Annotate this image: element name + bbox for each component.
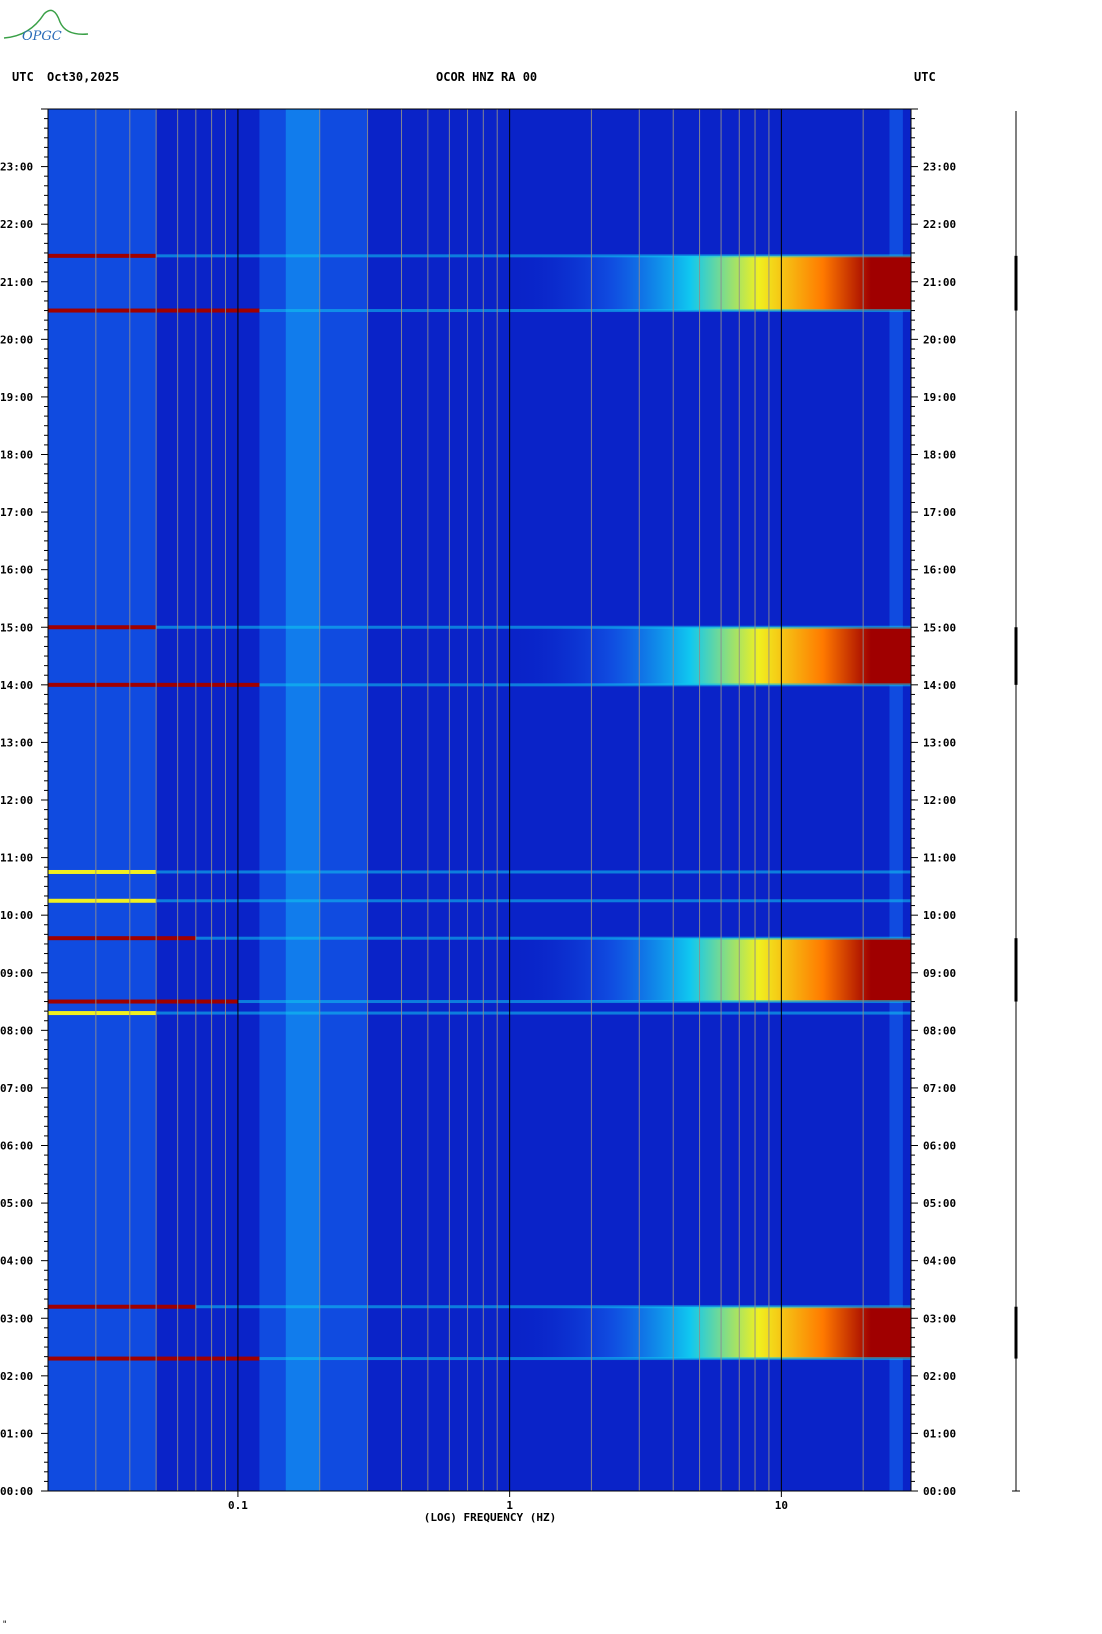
y-tick-label-right: 19:00 <box>923 391 956 404</box>
y-tick-label-left: 07:00 <box>0 1082 33 1095</box>
date-label: Oct30,2025 <box>47 70 120 84</box>
background-band <box>48 109 157 1491</box>
y-tick-label-right: 09:00 <box>923 967 956 980</box>
y-tick-label-left: 18:00 <box>0 449 33 462</box>
y-tick-label-right: 12:00 <box>923 794 956 807</box>
y-tick-label-left: 13:00 <box>0 736 33 749</box>
y-tick-label-left: 22:00 <box>0 218 33 231</box>
event-line-trail <box>156 899 911 903</box>
trace-event <box>1014 1306 1018 1359</box>
y-tick-label-right: 08:00 <box>923 1024 956 1037</box>
y-tick-label-left: 09:00 <box>0 967 33 980</box>
y-tick-label-left: 14:00 <box>0 679 33 692</box>
y-tick-label-left: 11:00 <box>0 852 33 865</box>
background-band <box>259 109 368 1491</box>
opgc-logo: OPGC <box>3 9 89 44</box>
event-line-trail <box>195 936 911 940</box>
trace-event <box>1014 627 1018 685</box>
event-line-trail <box>156 1011 911 1015</box>
y-tick-label-right: 13:00 <box>923 736 956 749</box>
y-tick-label-left: 00:00 <box>0 1485 33 1498</box>
y-tick-label-left: 19:00 <box>0 391 33 404</box>
y-tick-label-right: 07:00 <box>923 1082 956 1095</box>
logo-text: OPGC <box>22 29 62 44</box>
event-line <box>48 999 238 1004</box>
event-line <box>48 898 157 903</box>
y-tick-label-left: 12:00 <box>0 794 33 807</box>
y-tick-label-right: 10:00 <box>923 909 956 922</box>
utc-label-left: UTC <box>12 70 34 84</box>
event-line-trail <box>156 625 911 629</box>
footer-mark: " <box>2 1620 8 1630</box>
event-line-trail <box>259 309 912 313</box>
event-line <box>48 1356 260 1361</box>
event-line-trail <box>195 1305 911 1309</box>
event-line <box>48 1304 196 1309</box>
side-trace <box>1012 111 1020 1492</box>
y-tick-label-right: 00:00 <box>923 1485 956 1498</box>
y-tick-label-left: 05:00 <box>0 1197 33 1210</box>
x-axis-label: (LOG) FREQUENCY (HZ) <box>424 1511 556 1524</box>
y-tick-label-right: 03:00 <box>923 1312 956 1325</box>
event-line-trail <box>156 254 911 258</box>
y-tick-label-left: 17:00 <box>0 506 33 519</box>
y-tick-label-left: 10:00 <box>0 909 33 922</box>
y-tick-label-left: 23:00 <box>0 161 33 174</box>
high-frequency-event <box>509 627 911 685</box>
high-frequency-event <box>509 1306 911 1359</box>
station-label: OCOR HNZ RA 00 <box>436 70 538 84</box>
x-tick-label: 1 <box>506 1499 513 1512</box>
y-tick-label-right: 01:00 <box>923 1427 956 1440</box>
y-tick-label-right: 23:00 <box>923 161 956 174</box>
x-tick-label: 10 <box>775 1499 788 1512</box>
y-tick-label-left: 16:00 <box>0 564 33 577</box>
plot-background <box>48 109 911 1491</box>
high-frequency-event <box>509 938 911 1002</box>
y-tick-label-right: 14:00 <box>923 679 956 692</box>
event-line-trail <box>237 1000 911 1004</box>
high-frequency-event <box>509 255 911 311</box>
y-tick-label-right: 04:00 <box>923 1255 956 1268</box>
x-tick-label: 0.1 <box>228 1499 248 1512</box>
y-tick-label-right: 20:00 <box>923 333 956 346</box>
y-tick-label-right: 17:00 <box>923 506 956 519</box>
y-tick-label-right: 18:00 <box>923 449 956 462</box>
event-line <box>48 253 157 258</box>
y-tick-label-right: 06:00 <box>923 1140 956 1153</box>
y-tick-label-left: 04:00 <box>0 1255 33 1268</box>
event-line <box>48 682 260 687</box>
event-line <box>48 625 157 630</box>
trace-event <box>1014 938 1018 1002</box>
y-tick-label-right: 02:00 <box>923 1370 956 1383</box>
y-tick-label-left: 20:00 <box>0 333 33 346</box>
y-tick-label-left: 02:00 <box>0 1370 33 1383</box>
y-tick-label-left: 06:00 <box>0 1140 33 1153</box>
y-tick-label-left: 08:00 <box>0 1024 33 1037</box>
y-tick-label-right: 11:00 <box>923 852 956 865</box>
y-tick-label-right: 16:00 <box>923 564 956 577</box>
event-line <box>48 869 157 874</box>
event-line-trail <box>156 870 911 874</box>
y-tick-label-left: 21:00 <box>0 276 33 289</box>
event-line-trail <box>259 1357 912 1361</box>
y-tick-label-left: 15:00 <box>0 621 33 634</box>
y-tick-label-right: 21:00 <box>923 276 956 289</box>
y-tick-label-right: 22:00 <box>923 218 956 231</box>
y-tick-label-left: 03:00 <box>0 1312 33 1325</box>
trace-event <box>1014 255 1018 311</box>
y-tick-label-right: 15:00 <box>923 621 956 634</box>
event-line-trail <box>259 683 912 687</box>
utc-label-right: UTC <box>914 70 936 84</box>
event-line <box>48 308 260 313</box>
y-tick-label-left: 01:00 <box>0 1427 33 1440</box>
event-line <box>48 936 196 941</box>
background-band <box>889 109 903 1491</box>
y-tick-label-right: 05:00 <box>923 1197 956 1210</box>
event-line <box>48 1011 157 1016</box>
